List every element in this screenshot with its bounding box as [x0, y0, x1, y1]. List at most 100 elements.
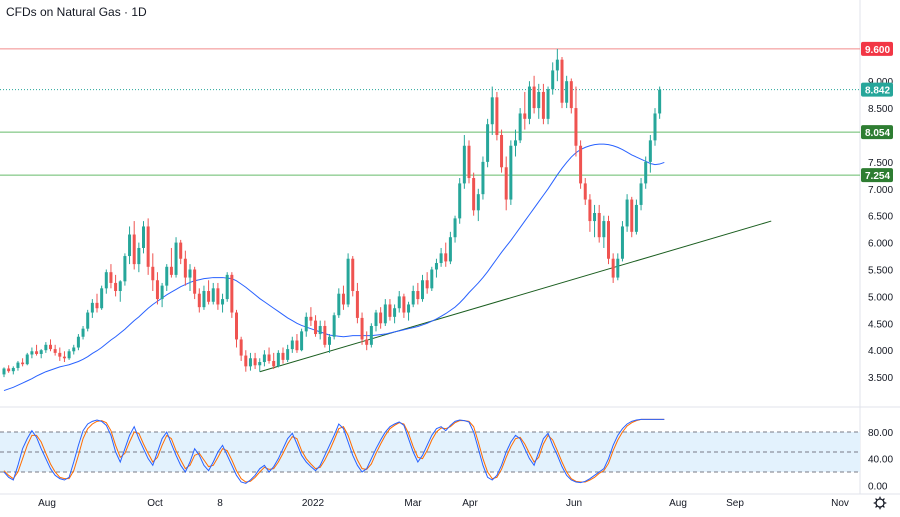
candle-body [407, 304, 411, 313]
candle-body [207, 291, 211, 302]
candle-body [490, 97, 494, 125]
candle-body [193, 269, 197, 294]
candle-body [416, 291, 420, 300]
candle-body [332, 315, 336, 337]
candle-body [495, 97, 499, 135]
candle-body [21, 362, 25, 365]
candle-body [49, 344, 52, 350]
candle-body [607, 221, 610, 259]
candle-body [574, 108, 578, 146]
candle-body [235, 312, 238, 340]
candle-body [183, 258, 187, 278]
price-tick-label: 8.500 [868, 104, 893, 115]
candle-body [258, 362, 262, 366]
candle-body [16, 362, 20, 368]
candle-body [379, 312, 383, 324]
candle-body [100, 288, 104, 309]
candle-body [509, 145, 513, 200]
candle-body [388, 304, 392, 317]
candle-body [374, 312, 378, 326]
settings-gear-tooth [875, 505, 878, 508]
candle-body [602, 221, 606, 238]
time-tick-label: Oct [147, 498, 163, 509]
candle-body [300, 331, 304, 351]
candle-body [597, 213, 601, 238]
candle-body [393, 308, 397, 317]
candle-body [504, 167, 508, 200]
candle-body [109, 272, 113, 283]
candle-body [281, 352, 285, 360]
candle-body [639, 183, 643, 205]
candle-body [35, 351, 39, 354]
time-tick-label: Nov [831, 498, 849, 509]
candle-body [365, 339, 369, 345]
candle-body [541, 91, 545, 119]
candle-body [137, 247, 141, 265]
price-tick-label: 5.500 [868, 265, 893, 276]
level-label-7.254: 7.254 [865, 171, 890, 182]
candle-body [486, 124, 490, 162]
candle-body [369, 325, 373, 345]
settings-gear-icon[interactable] [875, 498, 885, 508]
candle-body [216, 288, 220, 305]
candle-body [551, 70, 555, 90]
candle-body [272, 360, 276, 367]
price-tick-label: 4.500 [868, 319, 893, 330]
candle-body [537, 91, 541, 109]
candle-body [81, 328, 85, 337]
candle-body [653, 113, 657, 141]
candle-body [7, 368, 11, 372]
candle-body [118, 281, 122, 292]
candle-body [314, 320, 318, 335]
candle-body [588, 199, 592, 222]
candle-body [625, 199, 629, 227]
candle-body [146, 226, 150, 267]
candle-body [179, 242, 183, 259]
candle-body [114, 282, 118, 292]
candle-body [72, 347, 76, 352]
candle-body [286, 349, 290, 360]
candle-body [532, 86, 536, 109]
candle-body [555, 59, 559, 71]
candle-body [611, 258, 615, 278]
candle-body [128, 234, 132, 257]
candle-body [76, 336, 80, 348]
candle-body [67, 351, 71, 359]
candle-body [86, 312, 90, 329]
level-tag-9.600 [861, 41, 893, 56]
candle-body [453, 218, 457, 238]
candle-body [523, 113, 527, 119]
candle-body [444, 253, 448, 262]
candle-body [439, 253, 443, 264]
candle-body [462, 145, 466, 184]
price-tick-label: 3.500 [868, 373, 893, 384]
candle-body [565, 81, 569, 103]
candle-body [560, 59, 564, 103]
candle-body [132, 234, 136, 265]
ascending-trendline [259, 220, 772, 373]
candle-body [248, 358, 252, 367]
moving-average-line [3, 143, 665, 392]
candle-body [295, 340, 299, 351]
time-tick-label: Aug [669, 498, 687, 509]
candle-body [44, 344, 48, 351]
candle-body [644, 161, 648, 184]
candle-body [155, 280, 159, 300]
level-label-9.600: 9.600 [865, 45, 890, 56]
price-tick-label: 7.500 [868, 158, 893, 169]
candle-body [30, 351, 34, 355]
time-tick-label: Sep [726, 498, 744, 509]
candle-body [211, 288, 215, 302]
settings-gear-tooth [882, 498, 885, 501]
candle-body [309, 316, 313, 321]
candle-body [174, 242, 178, 275]
level-tag-7.254 [861, 168, 893, 183]
candle-body [276, 352, 280, 367]
stoch-k-line [3, 418, 665, 484]
candle-body [202, 291, 206, 308]
candle-body [500, 134, 504, 168]
price-tick-label: 4.000 [868, 346, 893, 357]
candle-body [253, 358, 257, 366]
